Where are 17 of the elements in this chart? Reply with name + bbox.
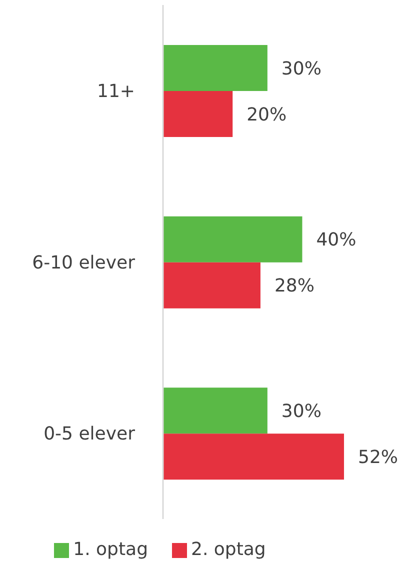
data-label: 52%: [358, 446, 398, 468]
bar: [163, 388, 268, 434]
bar: [163, 434, 344, 480]
data-label: 40%: [316, 230, 356, 251]
bar: [163, 216, 302, 262]
data-label: 30%: [281, 58, 322, 80]
y-tick-label: 6-10 elever: [32, 252, 136, 274]
bar: [163, 45, 268, 91]
data-label: 30%: [281, 400, 322, 422]
bar: [163, 262, 260, 308]
legend-label: 1. optag: [73, 539, 148, 560]
legend-label: 2. optag: [191, 539, 266, 560]
y-tick-label: 11+: [97, 81, 135, 102]
y-tick-label: 0-5 elever: [44, 424, 136, 445]
data-label: 20%: [246, 104, 287, 126]
data-label: 28%: [274, 276, 314, 297]
bar: [163, 91, 233, 137]
